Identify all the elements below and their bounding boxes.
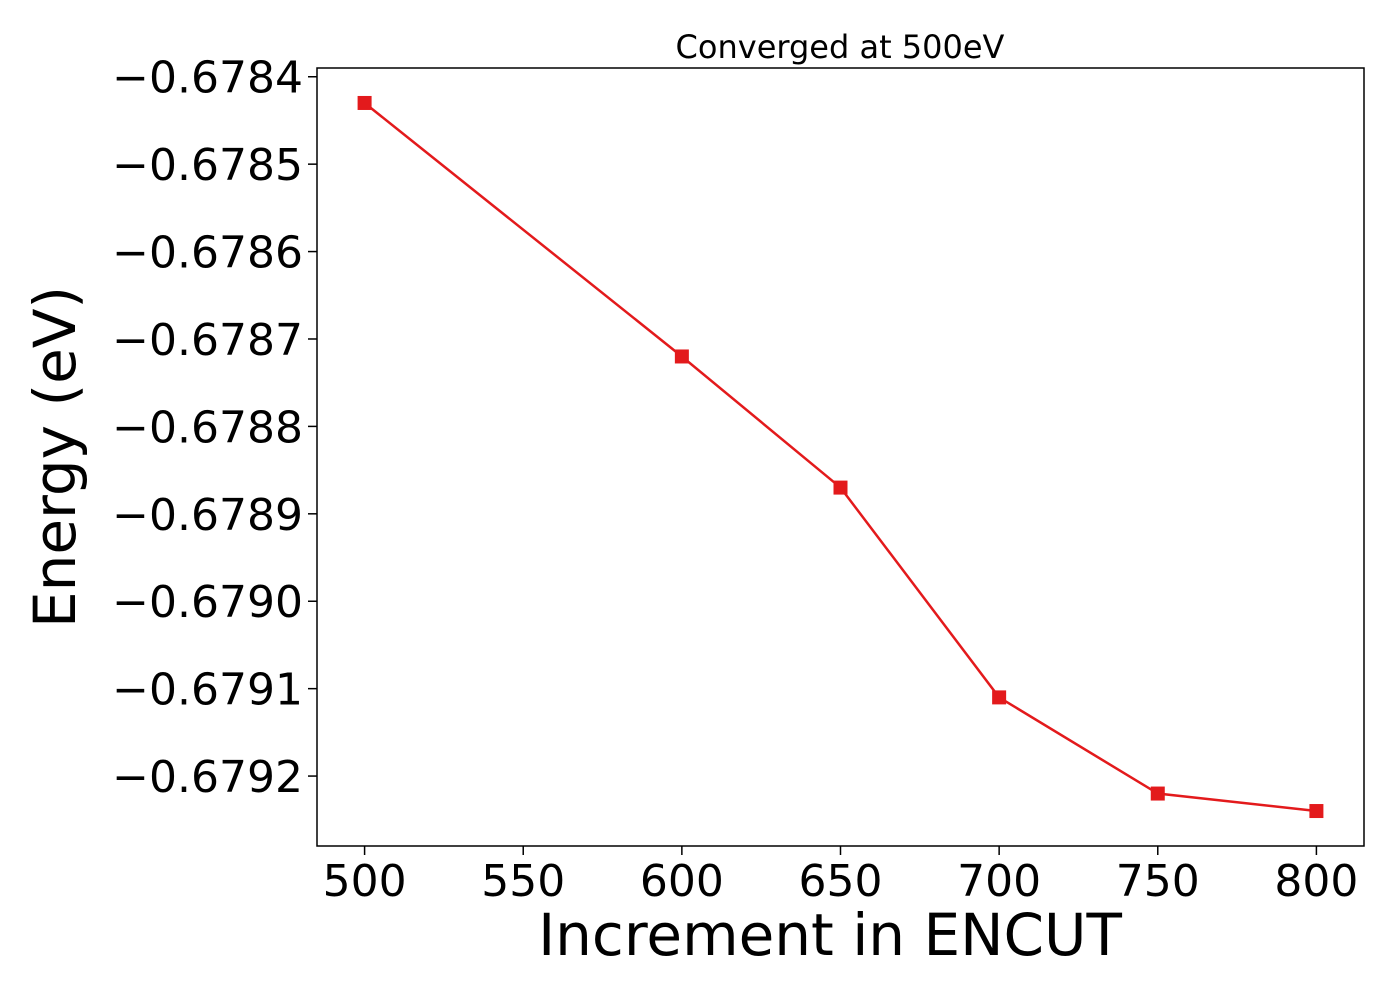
x-tick-label: 550 [481, 856, 565, 907]
data-point-marker [833, 480, 848, 495]
series-line [363, 101, 1317, 813]
x-axis: 500 550 600 650 700 750 800 [323, 846, 1358, 907]
data-point-marker [1309, 804, 1324, 819]
x-tick-label: 600 [640, 856, 724, 907]
x-tick-label: 500 [323, 856, 407, 907]
plot-frame [316, 67, 1365, 847]
series-layer [357, 95, 1324, 819]
data-point-marker [357, 95, 372, 110]
y-tick-label: −0.6791 [112, 665, 303, 716]
y-tick-label: −0.6792 [112, 752, 303, 803]
y-tick-label: −0.6785 [112, 140, 303, 191]
y-axis-label: Energy (eV) [21, 286, 89, 628]
y-tick-label: −0.6788 [112, 402, 303, 453]
y-tick-label: −0.6786 [112, 228, 303, 279]
x-tick-label: 750 [1116, 856, 1200, 907]
y-tick-label: −0.6787 [112, 315, 303, 366]
y-tick-label: −0.6789 [112, 490, 303, 541]
data-point-marker [1150, 786, 1165, 801]
x-axis-label: Increment in ENCUT [538, 901, 1122, 969]
y-tick-label: −0.6790 [112, 577, 303, 628]
plot-area [316, 67, 1365, 847]
x-tick-label: 800 [1274, 856, 1358, 907]
x-tick-label: 700 [957, 856, 1041, 907]
y-axis: −0.6784 −0.6785 −0.6786 −0.6787 −0.6788 −0.67… [112, 53, 317, 803]
chart-title: Converged at 500eV [676, 28, 1005, 66]
data-point-marker [674, 349, 689, 364]
data-point-marker [992, 690, 1007, 705]
x-tick-label: 650 [799, 856, 883, 907]
y-tick-label: −0.6784 [112, 53, 303, 104]
